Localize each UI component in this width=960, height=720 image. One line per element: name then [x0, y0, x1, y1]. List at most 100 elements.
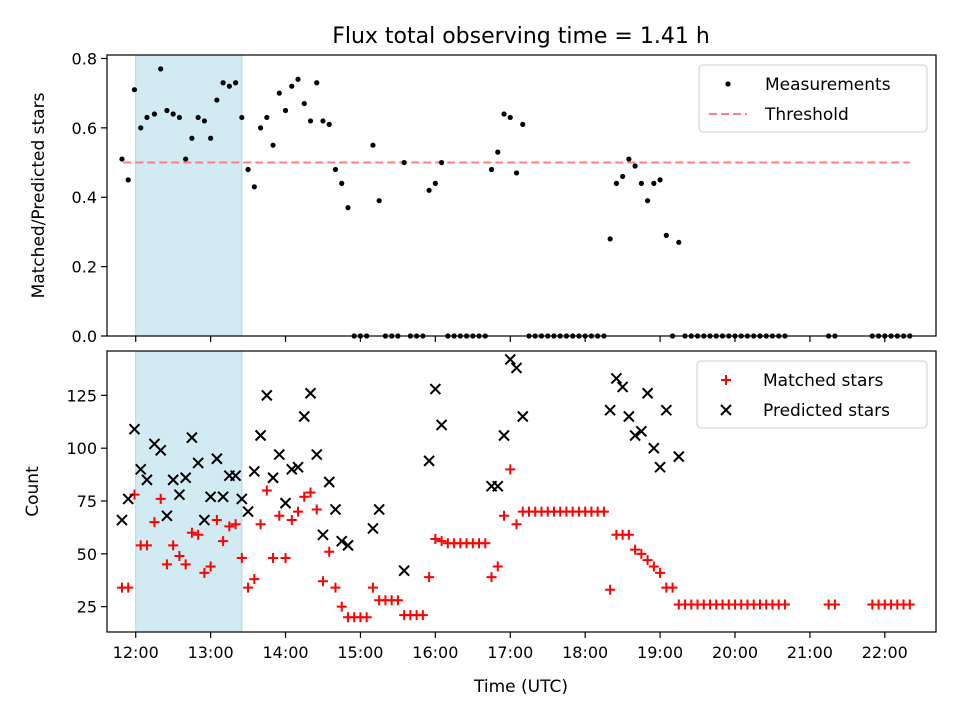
measurement-point: [339, 180, 345, 186]
measurement-point: [401, 159, 407, 166]
measurement-point: [164, 107, 170, 114]
predicted-star-point: [373, 503, 385, 516]
measurement-point: [239, 114, 245, 121]
matched-star-point: [330, 582, 341, 593]
x-tick-label: 18:00: [562, 643, 608, 662]
predicted-star-point: [329, 503, 342, 516]
y-tick-label: 0.8: [72, 49, 97, 68]
predicted-star-point: [204, 491, 217, 503]
measurement-point: [220, 80, 226, 86]
series-matched-stars: [116, 464, 915, 623]
predicted-star-point: [286, 463, 298, 476]
chart-title: Flux total observing time = 1.41 h: [332, 24, 710, 49]
predicted-star-point: [279, 497, 292, 509]
measurement-point: [282, 107, 289, 114]
matched-star-point: [486, 572, 497, 583]
matched-star-point: [623, 529, 634, 540]
predicted-star-point: [242, 505, 254, 518]
legend-label: Measurements: [765, 75, 891, 95]
shaded-interval: [135, 54, 243, 337]
predicted-star-point: [198, 514, 211, 526]
legend-predicted-marker: [720, 404, 732, 416]
predicted-star-point: [648, 442, 660, 454]
legend-measurement-marker: [725, 81, 731, 87]
predicted-star-point: [654, 461, 666, 473]
predicted-star-point: [179, 472, 192, 484]
matched-star-point: [392, 595, 403, 606]
predicted-star-point: [323, 476, 335, 488]
y-axis-label: Count: [23, 466, 43, 517]
legend-label: Matched stars: [763, 371, 883, 391]
measurement-point: [276, 90, 282, 96]
predicted-star-point: [498, 429, 510, 442]
matched-star-point: [141, 540, 152, 551]
measurement-point: [638, 180, 644, 186]
x-tick-label: 16:00: [412, 643, 458, 662]
matched-star-point: [367, 582, 378, 593]
predicted-star-point: [292, 461, 304, 473]
predicted-star-point: [604, 404, 616, 416]
measurement-point: [663, 232, 669, 238]
predicted-star-point: [141, 474, 153, 486]
matched-star-point: [268, 553, 279, 564]
predicted-star-point: [267, 472, 279, 484]
bottom-panel: 25 50 75 100 125 12:00 13:00 14:00 15:00 16:00 17:…: [23, 350, 937, 662]
predicted-star-point: [161, 510, 173, 522]
matched-star-point: [280, 553, 291, 564]
predicted-star-point: [429, 383, 442, 395]
matched-star-point: [149, 517, 160, 528]
x-tick-label: 22:00: [862, 643, 908, 662]
predicted-star-point: [317, 529, 329, 541]
predicted-star-point: [261, 389, 273, 402]
measurement-point: [158, 66, 164, 72]
measurement-point: [301, 100, 307, 107]
measurement-point: [170, 111, 176, 117]
measurement-point: [320, 118, 326, 124]
matched-star-point: [829, 599, 840, 610]
predicted-star-point: [167, 474, 179, 486]
predicted-star-point: [635, 425, 648, 437]
predicted-star-point: [517, 410, 529, 423]
measurement-point: [676, 239, 682, 245]
measurement-point: [195, 114, 201, 121]
predicted-star-point: [510, 362, 523, 374]
predicted-star-point: [128, 423, 141, 435]
shaded-interval: [135, 350, 243, 633]
series-measurements: [119, 66, 913, 339]
y-tick-label: 0.4: [72, 188, 97, 207]
measurement-point: [138, 125, 144, 131]
measurement-point: [376, 198, 382, 204]
legend-label: Predicted stars: [763, 401, 890, 421]
legend-box: [698, 64, 928, 133]
x-axis-label: Time (UTC): [473, 677, 568, 697]
measurement-point: [270, 142, 276, 148]
measurement-point: [488, 166, 495, 173]
measurement-point: [607, 236, 613, 242]
predicted-star-point: [435, 419, 448, 431]
matched-star-point: [174, 550, 185, 561]
matched-star-point: [261, 485, 272, 496]
matched-star-point: [904, 599, 915, 610]
predicted-star-point: [186, 431, 198, 444]
matched-star-point: [642, 555, 653, 566]
x-tick-label: 14:00: [262, 643, 308, 662]
measurement-point: [657, 177, 663, 183]
matched-star-point: [243, 582, 254, 593]
measurement-point: [332, 166, 339, 173]
y-tick-label: 75: [77, 492, 97, 511]
matched-star-point: [293, 506, 304, 517]
predicted-star-point: [116, 514, 128, 526]
matched-star-point: [511, 519, 522, 530]
y-tick-label: 0.6: [72, 119, 97, 138]
x-tick-label: 12:00: [113, 643, 159, 662]
matched-star-point: [336, 601, 347, 612]
predicted-star-point: [154, 444, 167, 457]
matched-star-point: [218, 536, 229, 547]
measurement-point: [226, 83, 232, 89]
predicted-star-point: [135, 463, 147, 476]
matched-star-point: [424, 572, 435, 583]
measurement-point: [251, 184, 257, 190]
measurement-point: [651, 180, 657, 186]
matched-star-point: [236, 553, 247, 564]
x-tick-label: 21:00: [787, 643, 833, 662]
